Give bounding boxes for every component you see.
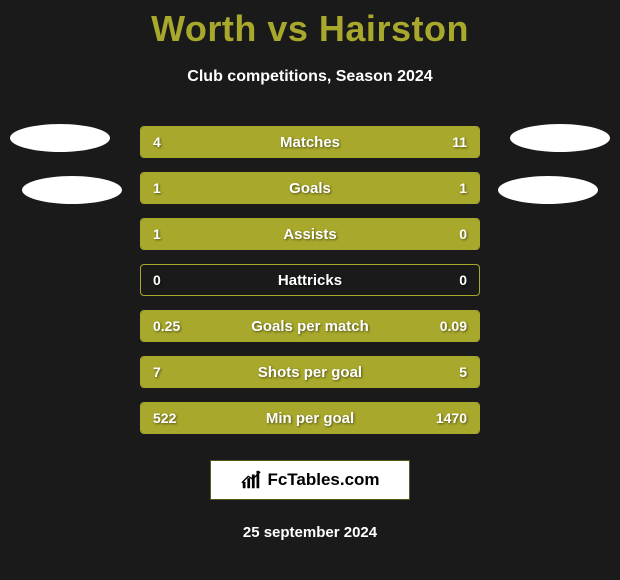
stat-label: Goals per match (141, 318, 479, 335)
chart-icon (240, 469, 262, 491)
stat-label: Assists (141, 226, 479, 243)
stat-label: Shots per goal (141, 364, 479, 381)
stat-value-right: 1470 (436, 410, 467, 426)
stat-label: Goals (141, 180, 479, 197)
footer-date: 25 september 2024 (243, 524, 377, 541)
brand-text: FcTables.com (267, 470, 379, 490)
stat-row: 1 Goals 1 (140, 172, 480, 204)
page-title: Worth vs Hairston (151, 8, 469, 50)
subtitle: Club competitions, Season 2024 (187, 68, 432, 86)
stat-label: Hattricks (141, 272, 479, 289)
stat-value-right: 0 (459, 226, 467, 242)
brand-badge[interactable]: FcTables.com (210, 460, 410, 500)
stat-row: 0 Hattricks 0 (140, 264, 480, 296)
stat-value-right: 1 (459, 180, 467, 196)
stat-row: 4 Matches 11 (140, 126, 480, 158)
stats-table: 4 Matches 11 1 Goals 1 1 Assists 0 0 Hat… (140, 126, 480, 434)
stat-value-right: 5 (459, 364, 467, 380)
stat-label: Min per goal (141, 410, 479, 427)
stat-row: 522 Min per goal 1470 (140, 402, 480, 434)
player-left-avatar-1 (10, 124, 110, 152)
player-right-avatar-2 (498, 176, 598, 204)
stat-value-right: 11 (452, 134, 467, 150)
stat-row: 1 Assists 0 (140, 218, 480, 250)
player-right-avatar-1 (510, 124, 610, 152)
stat-row: 7 Shots per goal 5 (140, 356, 480, 388)
stat-value-right: 0.09 (440, 318, 467, 334)
stat-row: 0.25 Goals per match 0.09 (140, 310, 480, 342)
stat-label: Matches (141, 134, 479, 151)
player-left-avatar-2 (22, 176, 122, 204)
stat-value-right: 0 (459, 272, 467, 288)
